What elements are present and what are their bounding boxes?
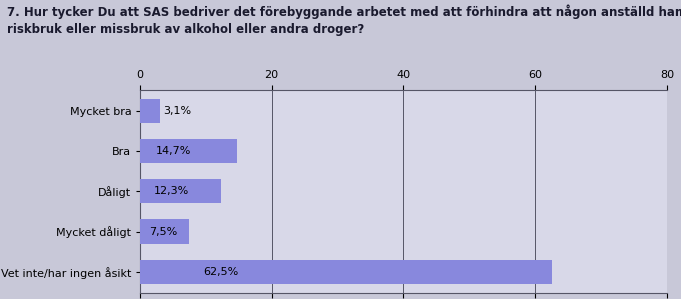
Bar	[140, 139, 236, 163]
Bar	[140, 219, 189, 244]
Text: 62,5%: 62,5%	[204, 267, 238, 277]
Bar	[140, 99, 160, 123]
Text: 7,5%: 7,5%	[149, 227, 177, 237]
Bar	[140, 260, 552, 284]
Text: 12,3%: 12,3%	[154, 186, 189, 196]
Bar	[140, 179, 221, 203]
Text: 3,1%: 3,1%	[163, 106, 191, 116]
Text: 14,7%: 14,7%	[156, 146, 191, 156]
Text: 7. Hur tycker Du att SAS bedriver det förebyggande arbetet med att förhindra att: 7. Hur tycker Du att SAS bedriver det fö…	[7, 4, 681, 36]
